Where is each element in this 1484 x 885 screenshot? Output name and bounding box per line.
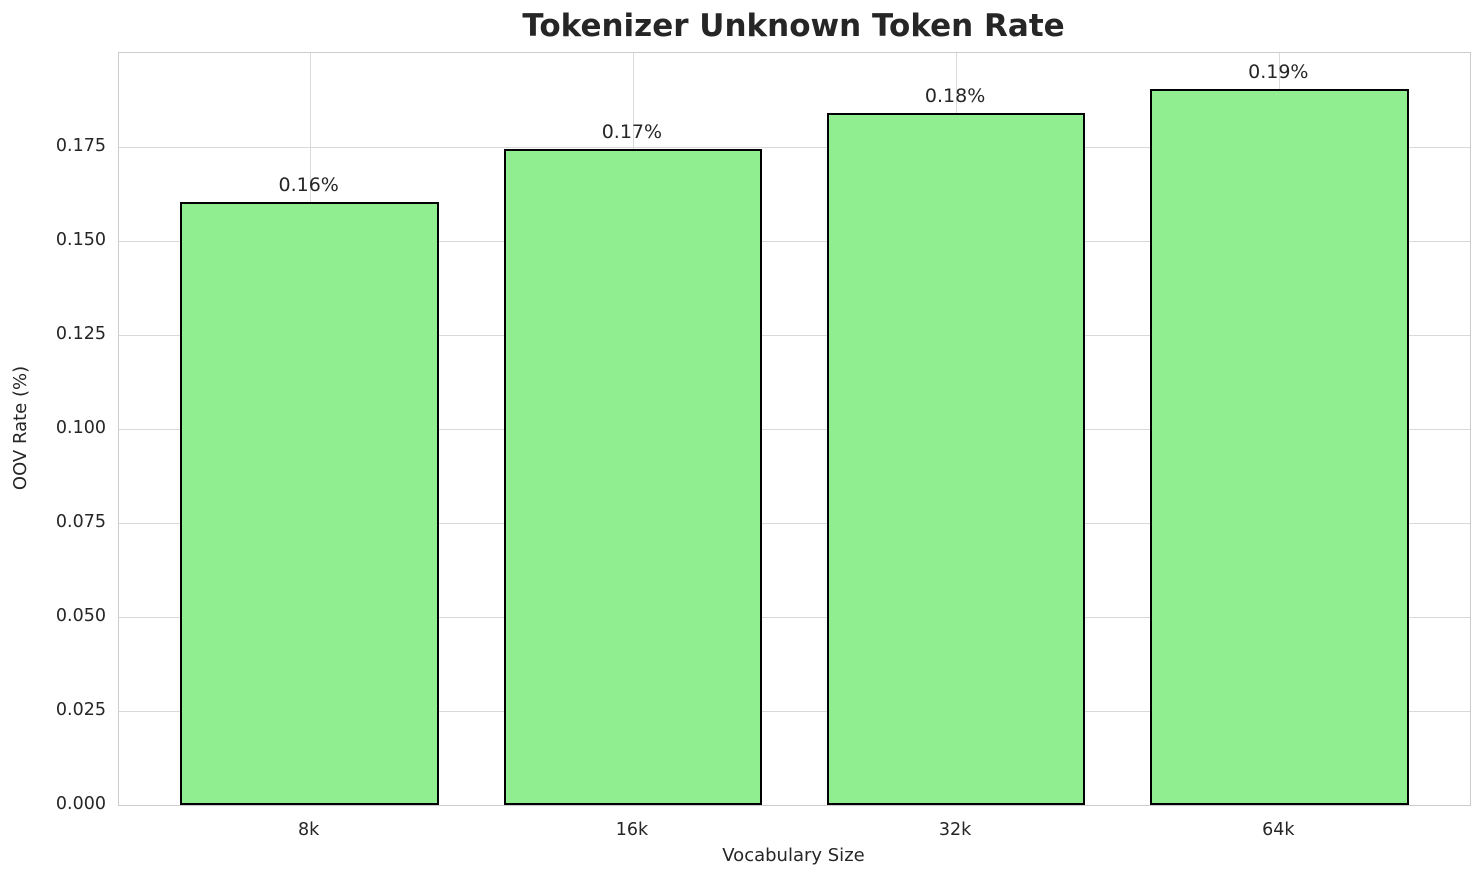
bar-value-label: 0.16% [278,173,339,196]
bar-value-label: 0.19% [1248,60,1309,83]
y-tick-label: 0.050 [55,606,106,626]
y-axis-label-text: OOV Rate (%) [10,365,31,491]
y-gridline [119,523,1470,524]
bar-32k [826,113,1086,805]
plot-area [118,52,1471,806]
y-tick-label: 0.150 [55,230,106,250]
bar-16k [503,148,763,805]
bar-8k [180,201,439,805]
bar-value-label: 0.18% [924,85,986,108]
bar-value-label: 0.17% [601,120,663,143]
bar-64k [1150,88,1409,805]
chart-title: Tokenizer Unknown Token Rate [522,8,1065,44]
x-tick-label-32k: 32k [938,820,972,840]
x-tick-label-64k: 64k [1262,820,1295,840]
y-gridline [119,241,1470,242]
y-tick-label: 0.100 [55,418,106,438]
y-gridline [119,711,1470,712]
y-tick-label: 0.025 [55,700,106,720]
y-gridline [119,429,1470,430]
y-tick-label: 0.175 [55,136,106,156]
y-gridline [119,335,1470,336]
y-tick-label: 0.075 [55,512,106,532]
x-tick-label-8k: 8k [298,820,320,840]
y-gridline [119,147,1470,148]
y-tick-label: 0.125 [55,324,106,344]
x-axis-label: Vocabulary Size [722,845,865,866]
y-gridline [119,617,1470,618]
x-tick-label-16k: 16k [615,820,649,840]
y-tick-label: 0.000 [55,794,106,814]
